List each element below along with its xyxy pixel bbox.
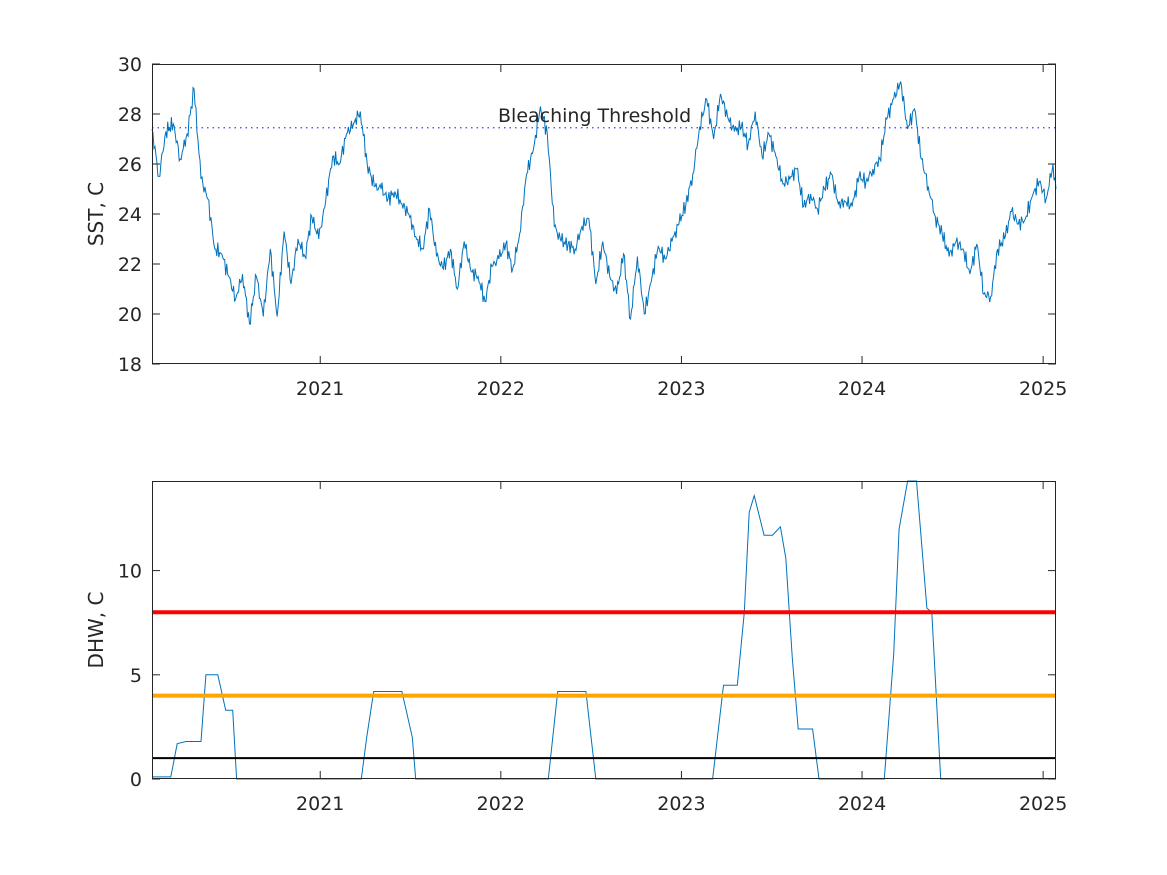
sst-x-tick-label: 2022 <box>477 378 525 400</box>
sst-y-tick-label: 18 <box>118 354 142 376</box>
dhw-x-tick-label: 2024 <box>838 793 886 815</box>
dhw-chart: 2021 2022 2023 2024 2025 0 5 10 DHW, C <box>84 480 1067 815</box>
sst-y-tick-label: 22 <box>118 254 142 276</box>
sst-x-tick-label: 2025 <box>1019 378 1067 400</box>
dhw-axes-box <box>152 481 1056 779</box>
sst-y-tick-label: 20 <box>118 304 142 326</box>
sst-x-tick-label: 2021 <box>296 378 344 400</box>
dhw-x-tick-label: 2022 <box>477 793 525 815</box>
dhw-x-tick-label: 2023 <box>657 793 705 815</box>
dhw-x-tick-label: 2021 <box>296 793 344 815</box>
sst-series-line <box>151 81 1057 325</box>
sst-y-tick-label: 28 <box>118 104 142 126</box>
sst-y-tick-label: 26 <box>118 154 142 176</box>
dhw-y-axis-label: DHW, C <box>84 592 108 669</box>
sst-annotation: Bleaching Threshold <box>498 105 691 127</box>
dhw-y-tick-label: 10 <box>118 561 142 583</box>
sst-x-tick-label: 2024 <box>838 378 886 400</box>
sst-marks <box>151 81 1057 325</box>
sst-y-tick-label: 24 <box>118 204 142 226</box>
dhw-x-tick-label: 2025 <box>1019 793 1067 815</box>
dhw-plot-area <box>152 481 1056 779</box>
dhw-y-tick-label: 0 <box>130 769 142 791</box>
dhw-y-tick-label: 5 <box>130 665 142 687</box>
sst-x-tick-label: 2023 <box>657 378 705 400</box>
sst-y-axis-label: SST, C <box>84 182 108 246</box>
dhw-ticks: 2021 2022 2023 2024 2025 0 5 10 <box>118 481 1067 815</box>
sst-y-tick-label: 30 <box>118 54 142 76</box>
